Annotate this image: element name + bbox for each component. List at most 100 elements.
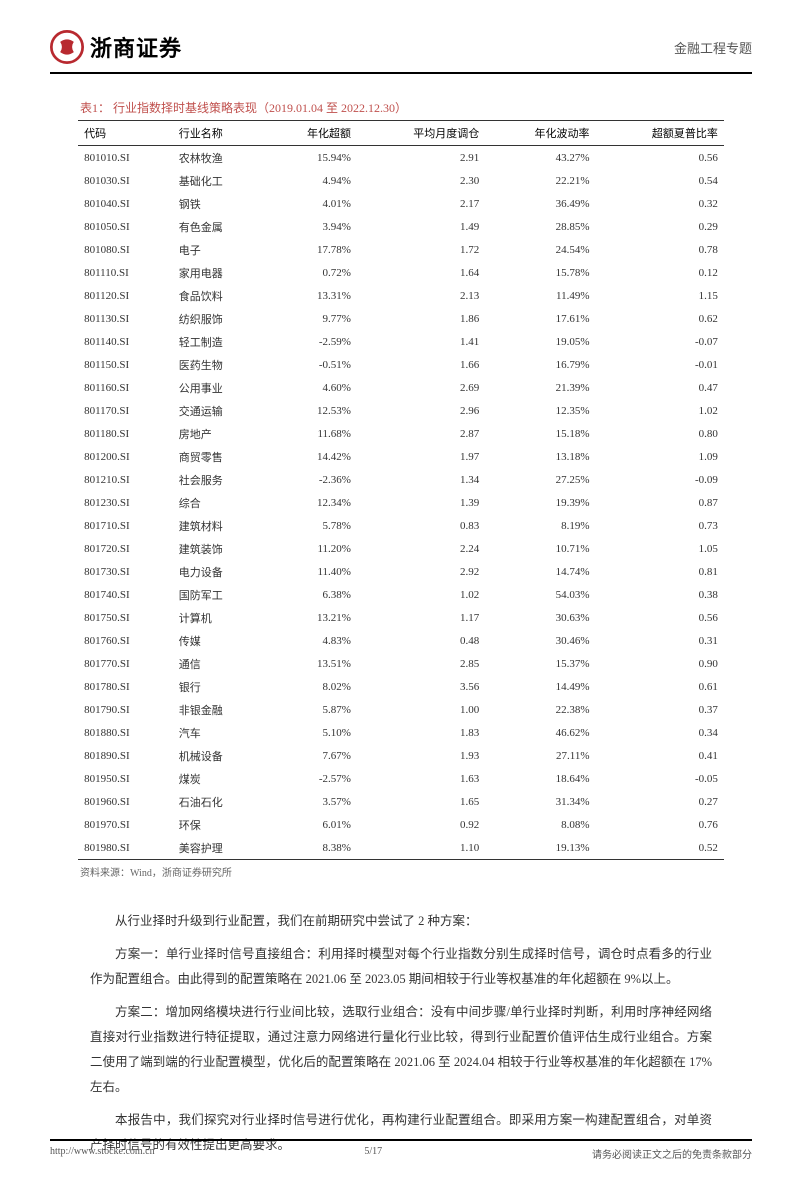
table-cell: 4.83%: [265, 629, 357, 652]
table-cell: 19.05%: [485, 330, 595, 353]
table-cell: 54.03%: [485, 583, 595, 606]
table-row: 801740.SI国防军工6.38%1.0254.03%0.38: [78, 583, 724, 606]
table-row: 801970.SI环保6.01%0.928.08%0.76: [78, 813, 724, 836]
table-cell: 8.19%: [485, 514, 595, 537]
table-cell: 煤炭: [173, 767, 265, 790]
table-row: 801150.SI医药生物-0.51%1.6616.79%-0.01: [78, 353, 724, 376]
table-cell: 1.02: [596, 399, 724, 422]
table-cell: 12.53%: [265, 399, 357, 422]
table-cell: 17.78%: [265, 238, 357, 261]
table-row: 801160.SI公用事业4.60%2.6921.39%0.47: [78, 376, 724, 399]
table-cell: 0.72%: [265, 261, 357, 284]
table-cell: 1.41: [357, 330, 485, 353]
table-cell: 社会服务: [173, 468, 265, 491]
table-cell: 3.57%: [265, 790, 357, 813]
table-cell: 13.51%: [265, 652, 357, 675]
page-header: 浙商证券 金融工程专题: [50, 30, 752, 74]
table-cell: 14.74%: [485, 560, 595, 583]
table-cell: 18.64%: [485, 767, 595, 790]
table-row: 801960.SI石油石化3.57%1.6531.34%0.27: [78, 790, 724, 813]
table-cell: 4.60%: [265, 376, 357, 399]
table-cell: 0.56: [596, 606, 724, 629]
table-cell: 22.38%: [485, 698, 595, 721]
table-cell: 46.62%: [485, 721, 595, 744]
paragraph: 方案二：增加网络模块进行行业间比较，选取行业组合：没有中间步骤/单行业择时判断，…: [90, 1000, 712, 1100]
table-cell: 石油石化: [173, 790, 265, 813]
table-cell: 1.93: [357, 744, 485, 767]
table-cell: 房地产: [173, 422, 265, 445]
paragraph: 方案一：单行业择时信号直接组合：利用择时模型对每个行业指数分别生成择时信号，调仓…: [90, 942, 712, 992]
table-cell: 0.81: [596, 560, 724, 583]
table-cell: 计算机: [173, 606, 265, 629]
table-cell: 5.87%: [265, 698, 357, 721]
table-cell: 801210.SI: [78, 468, 173, 491]
table-cell: 建筑装饰: [173, 537, 265, 560]
table-label: 表1：: [80, 101, 110, 115]
table-cell: 1.00: [357, 698, 485, 721]
table-cell: 15.78%: [485, 261, 595, 284]
table-cell: 15.94%: [265, 146, 357, 170]
table-row: 801180.SI房地产11.68%2.8715.18%0.80: [78, 422, 724, 445]
table-cell: 机械设备: [173, 744, 265, 767]
table-cell: 1.86: [357, 307, 485, 330]
table-row: 801010.SI农林牧渔15.94%2.9143.27%0.56: [78, 146, 724, 170]
table-cell: -0.07: [596, 330, 724, 353]
table-row: 801230.SI综合12.34%1.3919.39%0.87: [78, 491, 724, 514]
table-row: 801710.SI建筑材料5.78%0.838.19%0.73: [78, 514, 724, 537]
table-cell: 801750.SI: [78, 606, 173, 629]
table-row: 801770.SI通信13.51%2.8515.37%0.90: [78, 652, 724, 675]
table-row: 801730.SI电力设备11.40%2.9214.74%0.81: [78, 560, 724, 583]
table-cell: 801710.SI: [78, 514, 173, 537]
header-topic: 金融工程专题: [674, 38, 752, 57]
page-footer: http://www.stocke.com.cn 5/17 请务必阅读正文之后的…: [50, 1139, 752, 1161]
table-cell: 2.92: [357, 560, 485, 583]
table-cell: 5.10%: [265, 721, 357, 744]
table-row: 801890.SI机械设备7.67%1.9327.11%0.41: [78, 744, 724, 767]
table-cell: 公用事业: [173, 376, 265, 399]
table-row: 801790.SI非银金融5.87%1.0022.38%0.37: [78, 698, 724, 721]
table-cell: 3.56: [357, 675, 485, 698]
table-cell: 0.12: [596, 261, 724, 284]
table-cell: 0.38: [596, 583, 724, 606]
table-row: 801130.SI纺织服饰9.77%1.8617.61%0.62: [78, 307, 724, 330]
table-cell: 801770.SI: [78, 652, 173, 675]
table-cell: -0.51%: [265, 353, 357, 376]
company-name: 浙商证券: [90, 31, 182, 63]
table-row: 801950.SI煤炭-2.57%1.6318.64%-0.05: [78, 767, 724, 790]
table-row: 801760.SI传媒4.83%0.4830.46%0.31: [78, 629, 724, 652]
table-cell: 801050.SI: [78, 215, 173, 238]
table-cell: 21.39%: [485, 376, 595, 399]
table-cell: 国防军工: [173, 583, 265, 606]
col-header: 平均月度调仓: [357, 121, 485, 146]
table-cell: 2.24: [357, 537, 485, 560]
table-cell: 11.68%: [265, 422, 357, 445]
table-cell: 2.13: [357, 284, 485, 307]
table-cell: 0.62: [596, 307, 724, 330]
table-cell: -0.05: [596, 767, 724, 790]
table-cell: 建筑材料: [173, 514, 265, 537]
table-cell: 0.76: [596, 813, 724, 836]
table-cell: 2.87: [357, 422, 485, 445]
table-cell: 0.41: [596, 744, 724, 767]
paragraph: 从行业择时升级到行业配置，我们在前期研究中尝试了 2 种方案：: [90, 909, 712, 934]
table-cell: 0.48: [357, 629, 485, 652]
table-cell: 801790.SI: [78, 698, 173, 721]
col-header: 行业名称: [173, 121, 265, 146]
table-cell: 13.21%: [265, 606, 357, 629]
table-cell: 综合: [173, 491, 265, 514]
table-cell: 801780.SI: [78, 675, 173, 698]
table-cell: 电子: [173, 238, 265, 261]
table-cell: 家用电器: [173, 261, 265, 284]
table-cell: 14.42%: [265, 445, 357, 468]
table-cell: 5.78%: [265, 514, 357, 537]
table-cell: 801110.SI: [78, 261, 173, 284]
footer-url: http://www.stocke.com.cn: [50, 1146, 155, 1161]
table-row: 801110.SI家用电器0.72%1.6415.78%0.12: [78, 261, 724, 284]
table-cell: 传媒: [173, 629, 265, 652]
table-cell: 8.08%: [485, 813, 595, 836]
table-cell: 801080.SI: [78, 238, 173, 261]
table-row: 801880.SI汽车5.10%1.8346.62%0.34: [78, 721, 724, 744]
table-cell: 1.34: [357, 468, 485, 491]
table-cell: 1.09: [596, 445, 724, 468]
table-cell: 11.20%: [265, 537, 357, 560]
